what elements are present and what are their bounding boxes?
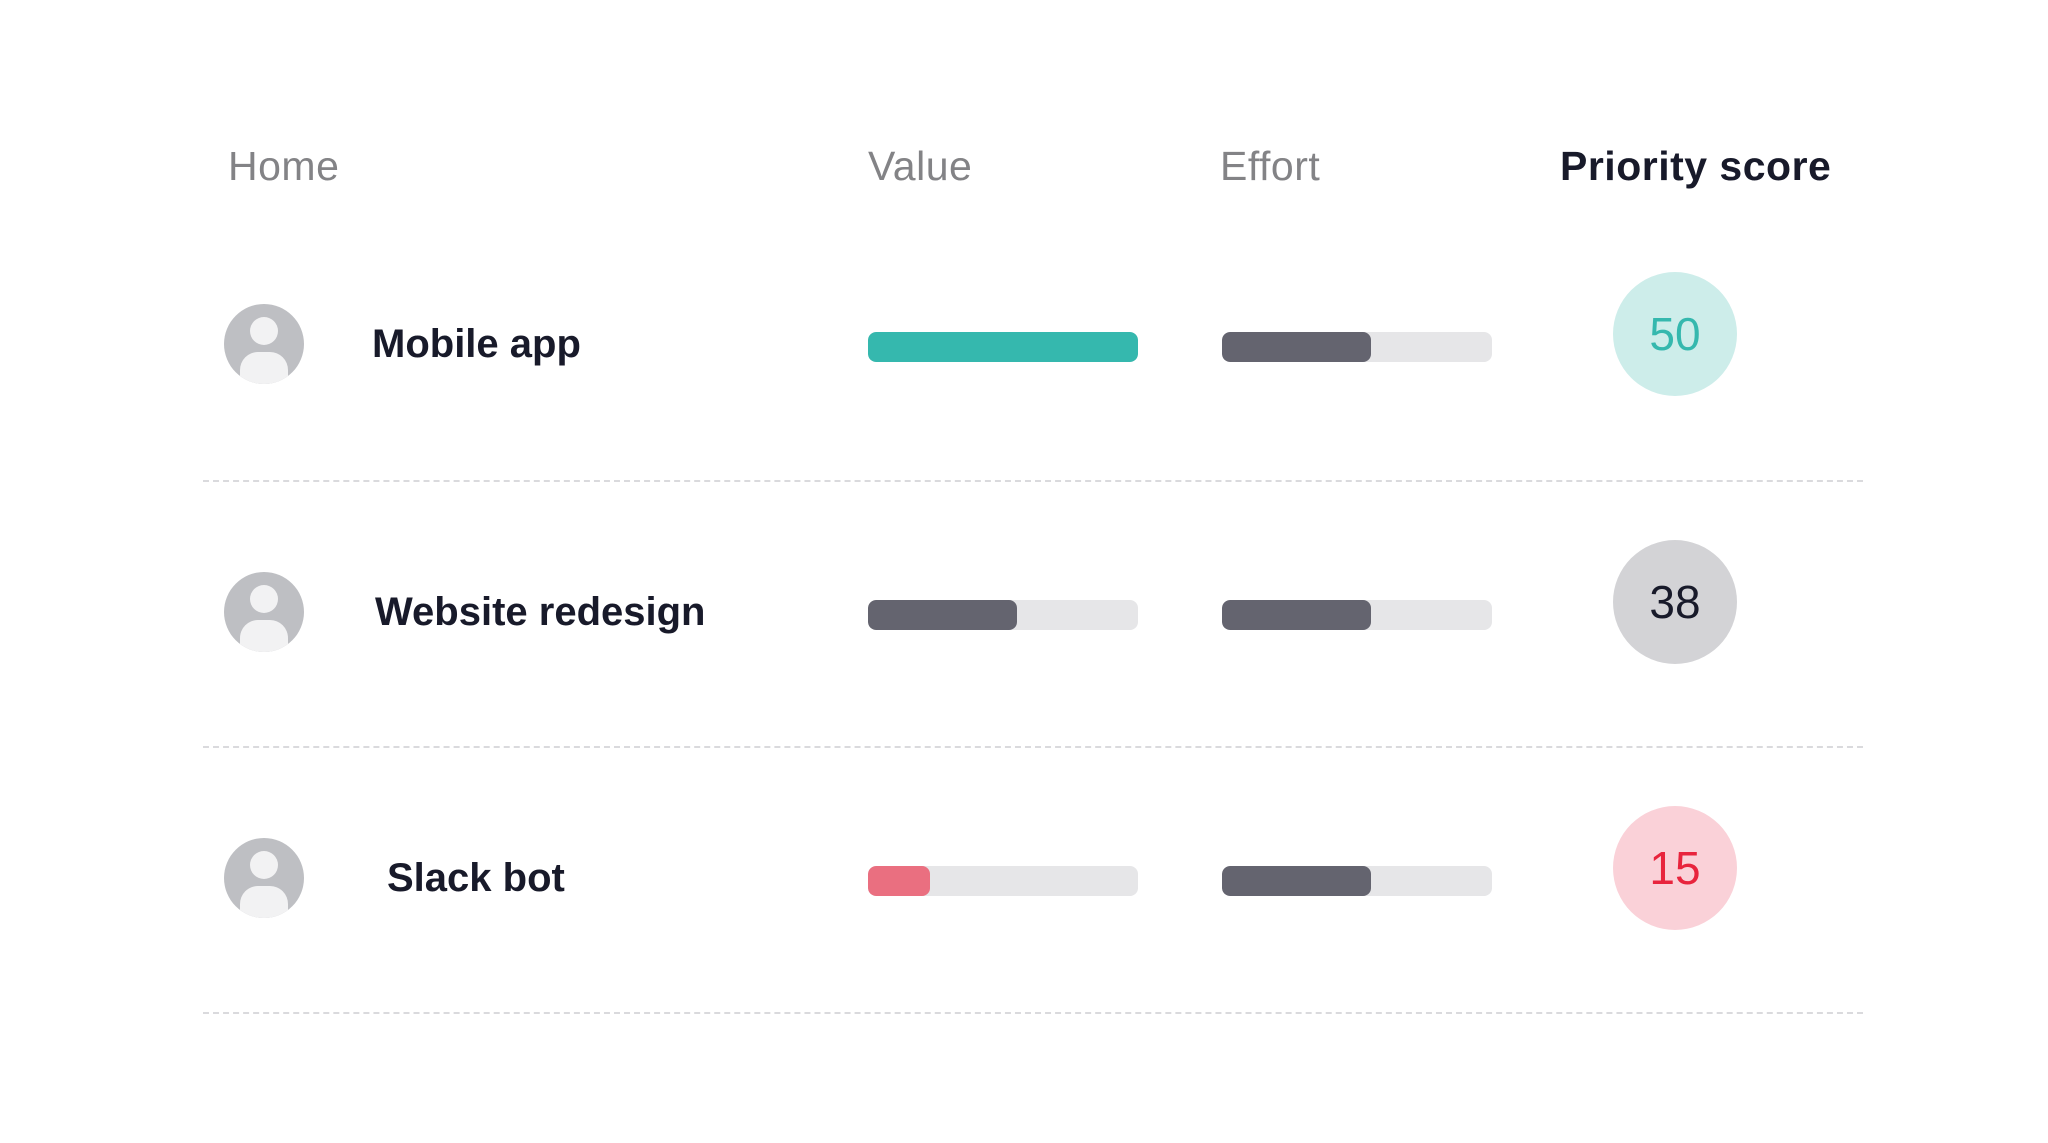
column-header-effort[interactable]: Effort: [1220, 143, 1321, 189]
row-name[interactable]: Website redesign: [375, 590, 706, 634]
table-row[interactable]: Mobile app 50: [0, 264, 2048, 530]
user-avatar-icon: [224, 572, 304, 652]
row-name[interactable]: Mobile app: [372, 322, 581, 366]
effort-bar-fill: [1222, 866, 1371, 896]
row-name[interactable]: Slack bot: [387, 856, 565, 900]
value-bar-fill: [868, 600, 1017, 630]
value-bar-fill: [868, 866, 930, 896]
user-avatar-icon: [224, 838, 304, 918]
value-bar-track: [868, 866, 1138, 896]
effort-bar-track: [1222, 332, 1492, 362]
value-bar-track: [868, 600, 1138, 630]
column-header-priority-score[interactable]: Priority score: [1560, 143, 1832, 189]
priority-score-badge: 15: [1613, 806, 1737, 930]
priority-score-badge: 38: [1613, 540, 1737, 664]
value-bar-fill: [868, 332, 1138, 362]
column-header-home[interactable]: Home: [228, 143, 340, 189]
row-divider: [203, 746, 1863, 748]
effort-bar-fill: [1222, 600, 1371, 630]
row-divider: [203, 1012, 1863, 1014]
user-avatar-icon: [224, 304, 304, 384]
table-row[interactable]: Website redesign 38: [0, 532, 2048, 798]
effort-bar-track: [1222, 866, 1492, 896]
column-header-value[interactable]: Value: [868, 143, 973, 189]
row-divider: [203, 480, 1863, 482]
priority-score-badge: 50: [1613, 272, 1737, 396]
effort-bar-track: [1222, 600, 1492, 630]
table-row[interactable]: Slack bot 15: [0, 798, 2048, 1064]
effort-bar-fill: [1222, 332, 1371, 362]
value-bar-track: [868, 332, 1138, 362]
